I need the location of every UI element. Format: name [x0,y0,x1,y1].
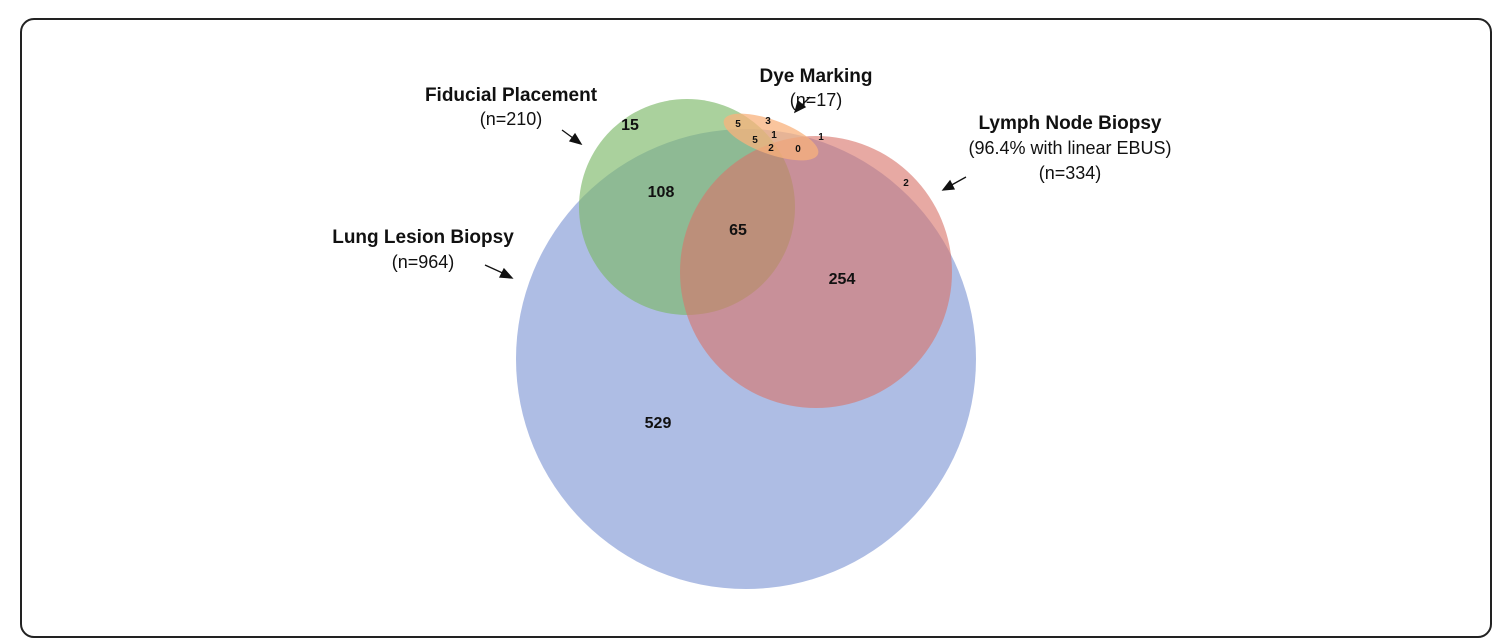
dye-marking-title: Dye Marking [760,66,873,87]
region-lung-lymph: 254 [829,271,856,288]
region-dye-fiducial-lung: 5 [752,135,758,146]
lung-lesion-title: Lung Lesion Biopsy [332,227,514,248]
lymph-arrowhead [941,179,956,191]
lymph-node-circle [680,136,952,408]
lymph-node-subtitle: (96.4% with linear EBUS) [968,138,1171,158]
lymph-node-title: Lymph Node Biopsy [979,113,1162,134]
lung-arrowhead [498,267,514,279]
region-dye-fiducial-lymph: 1 [771,130,777,141]
dye-arrowhead [793,99,807,114]
dye-marking-ellipse [723,113,819,161]
lymph-node-count: (n=334) [1039,163,1102,183]
fiducial-arrowhead [568,132,583,146]
region-fiducial-lung: 108 [648,184,675,201]
region-fiducial-only: 15 [621,117,639,134]
region-lung-only: 529 [645,415,672,432]
lung-lesion-count: (n=964) [392,252,455,272]
dye-marking-count: (n=17) [790,90,843,110]
region-lymph-only: 2 [903,178,909,189]
region-dye-lung-lymph: 0 [795,144,801,155]
fiducial-count: (n=210) [480,109,543,129]
region-dye-only: 3 [765,116,771,127]
region-fiducial-lung-lymph: 65 [729,222,747,239]
fiducial-title: Fiducial Placement [425,85,598,106]
region-all-four: 2 [768,143,774,154]
venn-diagram: Dye Marking (n=17) Fiducial Placement (n… [332,66,1172,589]
region-dye-fiducial: 5 [735,119,741,130]
region-dye-lymph-only: 1 [818,132,824,143]
